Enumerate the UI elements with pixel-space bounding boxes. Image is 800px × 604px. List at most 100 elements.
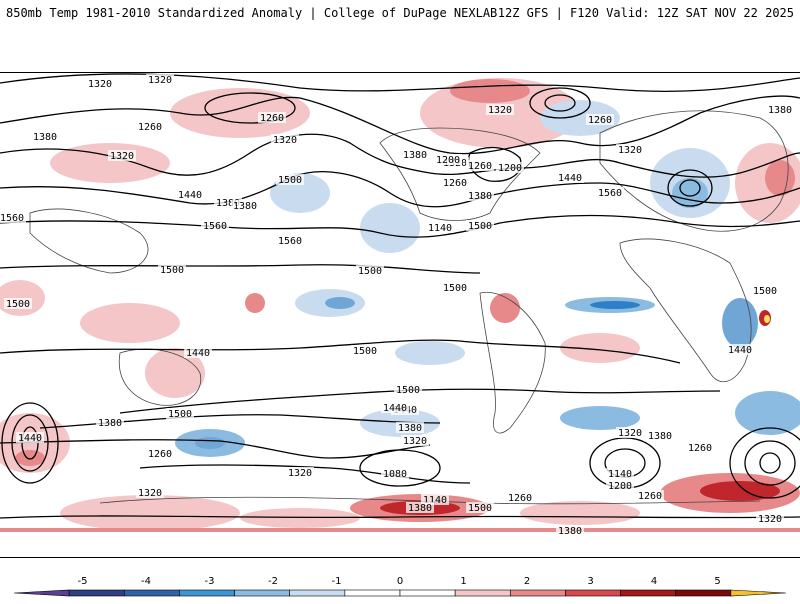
- contour-label-bg: [556, 525, 584, 536]
- contour-label-bg: [396, 422, 424, 433]
- contour-label: 1320: [403, 436, 427, 447]
- contour-labels: 1320 1320 1260 1380 1320 1260 1320 1380 1500 1560…: [0, 74, 794, 537]
- colorbar-tick-label: 0: [397, 576, 403, 587]
- colorbar-segment: [675, 589, 732, 597]
- contour-label: 1080: [383, 469, 407, 480]
- contour-label: 1260: [588, 115, 612, 126]
- contour-label: 1320: [138, 488, 162, 499]
- contour-label: 1380: [398, 423, 422, 434]
- contour-label: 1380: [233, 201, 257, 212]
- map-canvas: 1320 1320 1260 1380 1320 1260 1320 1380 1500 1560…: [0, 73, 800, 537]
- contour-label: 1500: [168, 409, 192, 420]
- contour-label: 1320: [488, 105, 512, 116]
- contour-label: 1500: [6, 299, 30, 310]
- contour-label: 1500: [443, 283, 467, 294]
- colorbar-tick-label: -2: [268, 576, 278, 587]
- contour-label-bg: [276, 174, 304, 185]
- contour-label-bg: [441, 282, 469, 293]
- contour-label: 1560: [598, 188, 622, 199]
- colorbar-segment: [289, 589, 346, 597]
- weather-map: 1320 1320 1260 1380 1320 1260 1320 1380 1500 1560…: [0, 72, 800, 558]
- contour-label-bg: [496, 162, 524, 173]
- contour-label-bg: [426, 222, 454, 233]
- colorbar-tick-label: 5: [714, 576, 720, 587]
- contour-label: 1500: [396, 385, 420, 396]
- contour-label: 1440: [178, 190, 202, 201]
- contour-label: 1560: [0, 213, 24, 224]
- contour-label-bg: [146, 74, 174, 85]
- contour-label-bg: [406, 502, 434, 513]
- contour-label-bg: [136, 121, 164, 132]
- contour-label-bg: [381, 402, 409, 413]
- contour-label-bg: [356, 265, 384, 276]
- contour-label: 1500: [468, 221, 492, 232]
- colorbar-segment: [620, 589, 677, 597]
- contour-label: 1200: [498, 163, 522, 174]
- contour-label-bg: [636, 490, 664, 501]
- contour-label-bg: [108, 150, 136, 161]
- contour-label: 1380: [408, 503, 432, 514]
- contour-label-bg: [136, 487, 164, 498]
- contour-label: 1440: [728, 345, 752, 356]
- contour-label: 1320: [288, 468, 312, 479]
- colorbar-canvas: -5 -4 -3 -2 -1 0 1 2 3 4 5: [13, 576, 787, 597]
- colorbar-ticks: -5 -4 -3 -2 -1 0 1 2 3 4 5: [78, 576, 721, 587]
- contour-label: 1440: [383, 403, 407, 414]
- contour-label-bg: [86, 78, 114, 89]
- contour-label: 1140: [428, 223, 452, 234]
- contour-label-bg: [231, 200, 259, 211]
- contour-label: 1440: [558, 173, 582, 184]
- contour-label: 1560: [203, 221, 227, 232]
- contour-label-bg: [4, 298, 32, 309]
- colorbar-tick-label: 1: [460, 576, 466, 587]
- contour-label-bg: [286, 467, 314, 478]
- contour-label: 1320: [758, 514, 782, 525]
- contour-label-bg: [214, 197, 242, 208]
- contour-label-bg: [201, 220, 229, 231]
- contour-label-bg: [441, 177, 469, 188]
- contour-label-bg: [616, 144, 644, 155]
- contour-label: 1140: [608, 469, 632, 480]
- contour-label: 1260: [443, 178, 467, 189]
- colorbar-bar: [13, 589, 787, 597]
- contour-label: 1320: [618, 428, 642, 439]
- contour-label: 1380: [558, 526, 582, 537]
- contour-label-bg: [616, 427, 644, 438]
- contour-label-bg: [158, 264, 186, 275]
- contour-label: 1320: [88, 79, 112, 90]
- colorbar-segment: [344, 589, 401, 597]
- contour-label-bg: [466, 160, 494, 171]
- colorbar-tick-label: 4: [651, 576, 657, 587]
- colorbar-segment: [179, 589, 235, 597]
- anomaly-colorbar: -5 -4 -3 -2 -1 0 1 2 3 4 5: [0, 570, 800, 600]
- contour-label: 1260: [260, 113, 284, 124]
- contour-label: 1260: [508, 493, 532, 504]
- contour-label: 1440: [186, 348, 210, 359]
- contour-label: 1500: [160, 265, 184, 276]
- contour-label-bg: [556, 172, 584, 183]
- contour-label-bg: [466, 190, 494, 201]
- contour-label-bg: [606, 480, 634, 491]
- contour-label: 1260: [638, 491, 662, 502]
- contour-label: 1380: [98, 418, 122, 429]
- contour-label-bg: [686, 442, 714, 453]
- colorbar-segment: [68, 589, 125, 597]
- contour-label: 1380: [768, 105, 792, 116]
- contour-label-bg: [184, 347, 212, 358]
- contour-label: 1260: [148, 449, 172, 460]
- contour-label-bg: [146, 448, 174, 459]
- colorbar-segment: [234, 589, 291, 597]
- contour-label: 1560: [278, 236, 302, 247]
- colorbar-segment: [13, 589, 70, 597]
- model-run-info: 12Z GFS | F120 Valid: 12Z SAT NOV 22 202…: [497, 6, 794, 20]
- contour-label-bg: [31, 131, 59, 142]
- contour-label-bg: [506, 492, 534, 503]
- contour-label-bg: [466, 220, 494, 231]
- colorbar-tick-label: -1: [332, 576, 342, 587]
- anomaly-shading: [0, 78, 800, 532]
- contour-label: 1500: [353, 346, 377, 357]
- contour-label: 1320: [273, 135, 297, 146]
- contour-label: 1320: [618, 145, 642, 156]
- colorbar-tick-label: -5: [78, 576, 88, 587]
- contour-label-bg: [271, 134, 299, 145]
